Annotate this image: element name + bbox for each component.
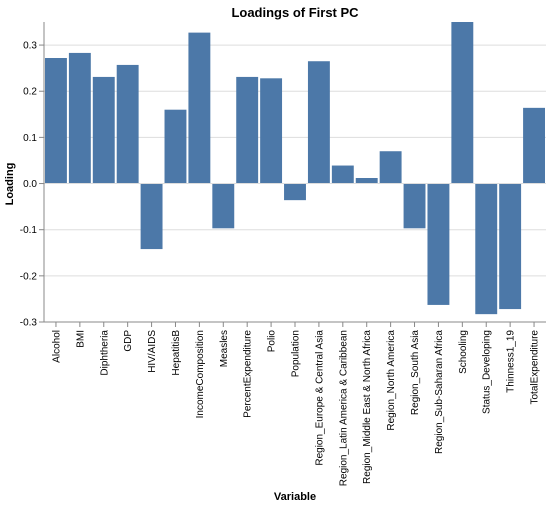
x-tick-label: Diphtheria (99, 330, 110, 376)
x-tick-label: IncomeComposition (195, 330, 206, 418)
y-axis-title: Loading (4, 163, 16, 206)
x-tick-label: Status_Developing (482, 330, 493, 414)
x-tick-label: HIV/AIDS (147, 330, 158, 373)
x-tick-label: Region_Middle East & North Africa (362, 330, 373, 484)
x-tick-label: Region_Sub-Saharan Africa (434, 330, 445, 454)
x-tick-label: BMI (75, 330, 86, 348)
bar (236, 76, 259, 184)
bar (140, 183, 163, 250)
x-tick-label: Region_Europe & Central Asia (314, 330, 325, 466)
x-tick-label: GDP (123, 330, 134, 352)
bars (45, 22, 545, 315)
bar (212, 183, 235, 229)
bar (164, 109, 187, 184)
bar (284, 183, 306, 201)
x-tick-label: TotalExpenditure (530, 330, 541, 405)
bar (475, 183, 498, 315)
y-tick-label: -0.2 (20, 271, 38, 282)
y-tick-label: 0.2 (23, 87, 37, 98)
y-tick-label: 0.0 (23, 179, 37, 190)
bar (355, 178, 378, 184)
bar (331, 165, 354, 184)
x-tick-label: Thinness1_19 (506, 330, 517, 393)
x-tick-label: Region_Latin America & Caribbean (338, 330, 349, 486)
y-tick-label: -0.3 (20, 318, 38, 329)
bar (379, 151, 402, 184)
bar (451, 22, 474, 184)
y-tick-label: 0.3 (23, 41, 37, 52)
x-tick-label: Measles (219, 330, 230, 367)
bar (188, 32, 211, 184)
bar (499, 183, 522, 310)
bar (403, 183, 426, 229)
x-tick-label: Population (291, 330, 302, 377)
y-tick-label: -0.1 (20, 225, 38, 236)
x-tick-label: Region_South Asia (410, 330, 421, 416)
bar (92, 76, 115, 184)
bar (45, 58, 67, 184)
x-tick-label: HepatitisB (171, 330, 182, 376)
x-tick-label: PercentExpenditure (243, 330, 254, 418)
bar (116, 64, 139, 184)
bar (307, 61, 330, 184)
bar (523, 107, 545, 184)
bar (427, 183, 450, 305)
chart-title: Loadings of First PC (231, 5, 359, 20)
x-tick-label: Alcohol (51, 330, 62, 363)
x-tick-label: Region_North America (386, 330, 397, 431)
bar (260, 78, 283, 184)
axes: 0.3 0.2 0.1 0.0 -0.1 -0.2 -0.3 Alcohol BMI Diphth… (20, 22, 546, 486)
x-tick-label: Schooling (458, 330, 469, 374)
x-tick-label: Polio (267, 330, 278, 353)
bar (68, 52, 91, 184)
x-axis-title: Variable (274, 491, 316, 503)
y-tick-label: 0.1 (23, 133, 37, 144)
